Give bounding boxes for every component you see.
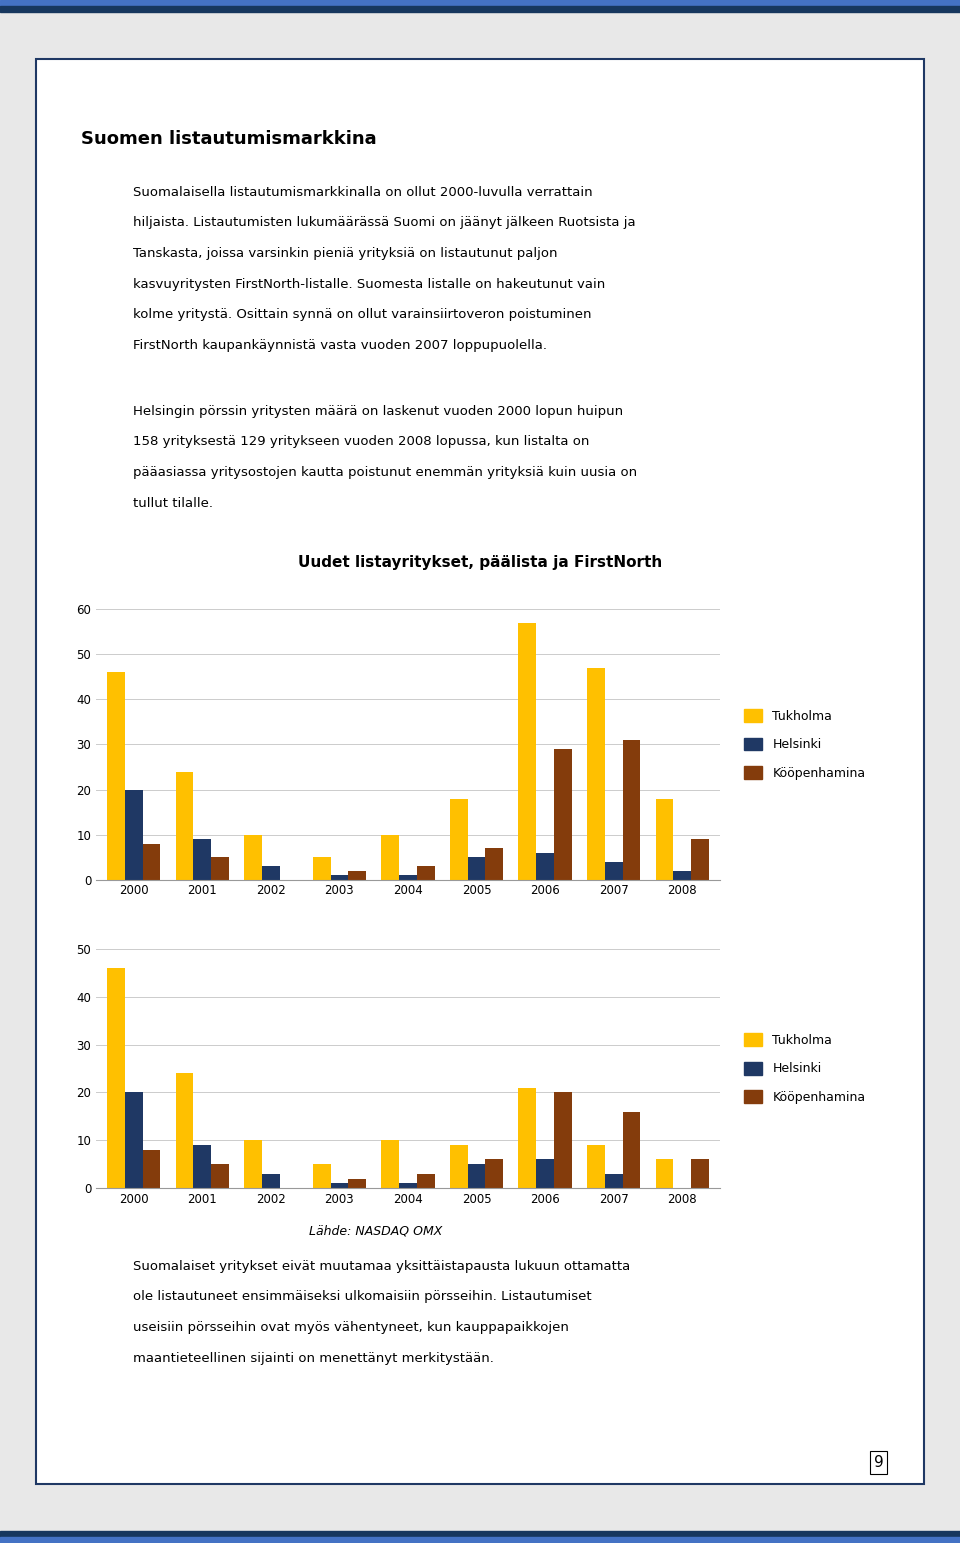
Bar	[125, 1092, 143, 1188]
Text: tullut tilalle.: tullut tilalle.	[132, 497, 213, 509]
Text: useisiin pörsseihin ovat myös vähentyneet, kun kauppapaikkojen: useisiin pörsseihin ovat myös vähentynee…	[132, 1321, 568, 1335]
Text: ole listautuneet ensimmäiseksi ulkomaisiin pörsseihin. Listautumiset: ole listautuneet ensimmäiseksi ulkomaisi…	[132, 1290, 591, 1304]
Bar	[193, 839, 211, 880]
Bar	[656, 799, 673, 880]
Bar	[605, 861, 623, 880]
Text: Helsingin pörssin yritysten määrä on laskenut vuoden 2000 lopun huipun: Helsingin pörssin yritysten määrä on las…	[132, 404, 623, 418]
Bar	[143, 844, 160, 880]
Bar	[468, 1163, 486, 1188]
Bar	[176, 772, 193, 880]
Bar	[450, 1145, 468, 1188]
Bar	[348, 1179, 366, 1188]
Bar	[313, 1163, 330, 1188]
Bar	[330, 875, 348, 880]
Bar	[486, 1159, 503, 1188]
Bar	[656, 1159, 673, 1188]
Bar	[417, 866, 435, 880]
Bar	[0, 6, 960, 12]
Bar	[143, 1150, 160, 1188]
Bar	[107, 967, 125, 1188]
Text: 9: 9	[874, 1455, 883, 1470]
Text: Lähde: NASDAQ OMX: Lähde: NASDAQ OMX	[309, 1225, 443, 1237]
Bar	[399, 875, 417, 880]
Text: FirstNorth kaupankäynnistä vasta vuoden 2007 loppupuolella.: FirstNorth kaupankäynnistä vasta vuoden …	[132, 339, 547, 352]
Bar	[381, 835, 399, 880]
Bar	[673, 870, 691, 880]
Bar	[262, 866, 279, 880]
Bar	[537, 1159, 554, 1188]
Bar	[554, 748, 572, 880]
Text: kolme yritystä. Osittain synnä on ollut varainsiirtoveron poistuminen: kolme yritystä. Osittain synnä on ollut …	[132, 309, 591, 321]
Legend: Tukholma, Helsinki, Kööpenhamina: Tukholma, Helsinki, Kööpenhamina	[739, 1028, 871, 1109]
Text: pääasiassa yritysostojen kautta poistunut enemmän yrityksiä kuin uusia on: pääasiassa yritysostojen kautta poistunu…	[132, 466, 637, 478]
Bar	[193, 1145, 211, 1188]
Bar	[176, 1074, 193, 1188]
Bar	[330, 1183, 348, 1188]
Bar	[554, 1092, 572, 1188]
Text: Uudet listayritykset, päälista ja FirstNorth: Uudet listayritykset, päälista ja FirstN…	[298, 555, 662, 571]
Bar	[623, 1111, 640, 1188]
Text: kasvuyritysten FirstNorth-listalle. Suomesta listalle on hakeutunut vain: kasvuyritysten FirstNorth-listalle. Suom…	[132, 278, 605, 290]
Text: Tanskasta, joissa varsinkin pieniä yrityksiä on listautunut paljon: Tanskasta, joissa varsinkin pieniä yrity…	[132, 247, 558, 261]
Text: hiljaista. Listautumisten lukumäärässä Suomi on jäänyt jälkeen Ruotsista ja: hiljaista. Listautumisten lukumäärässä S…	[132, 216, 636, 230]
Bar	[537, 852, 554, 880]
Bar	[486, 849, 503, 880]
Bar	[211, 856, 229, 880]
Text: Suomalaiset yritykset eivät muutamaa yksittäistapausta lukuun ottamatta: Suomalaiset yritykset eivät muutamaa yks…	[132, 1259, 630, 1273]
Bar	[587, 1145, 605, 1188]
Bar	[244, 1140, 262, 1188]
Text: 158 yrityksestä 129 yritykseen vuoden 2008 lopussa, kun listalta on: 158 yrityksestä 129 yritykseen vuoden 20…	[132, 435, 589, 449]
Bar	[468, 856, 486, 880]
Bar	[399, 1183, 417, 1188]
Bar	[691, 839, 709, 880]
Text: Uudet listayritykset, päälista: Uudet listayritykset, päälista	[355, 974, 605, 989]
Bar	[623, 741, 640, 880]
Bar	[348, 870, 366, 880]
Bar	[0, 1531, 960, 1537]
Bar	[262, 1174, 279, 1188]
Bar	[244, 835, 262, 880]
Bar	[417, 1174, 435, 1188]
Bar	[211, 1163, 229, 1188]
Text: maantieteellinen sijainti on menettänyt merkitystään.: maantieteellinen sijainti on menettänyt …	[132, 1352, 493, 1364]
Bar	[450, 799, 468, 880]
Bar	[587, 668, 605, 880]
Bar	[0, 1537, 960, 1543]
Text: Suomalaisella listautumismarkkinalla on ollut 2000-luvulla verrattain: Suomalaisella listautumismarkkinalla on …	[132, 185, 592, 199]
Bar	[313, 856, 330, 880]
Bar	[605, 1174, 623, 1188]
Bar	[0, 0, 960, 6]
Text: Suomen listautumismarkkina: Suomen listautumismarkkina	[81, 130, 376, 148]
Bar	[125, 790, 143, 880]
Bar	[518, 623, 537, 880]
Bar	[107, 673, 125, 880]
Bar	[381, 1140, 399, 1188]
Bar	[518, 1088, 537, 1188]
Legend: Tukholma, Helsinki, Kööpenhamina: Tukholma, Helsinki, Kööpenhamina	[739, 704, 871, 785]
Bar	[691, 1159, 709, 1188]
